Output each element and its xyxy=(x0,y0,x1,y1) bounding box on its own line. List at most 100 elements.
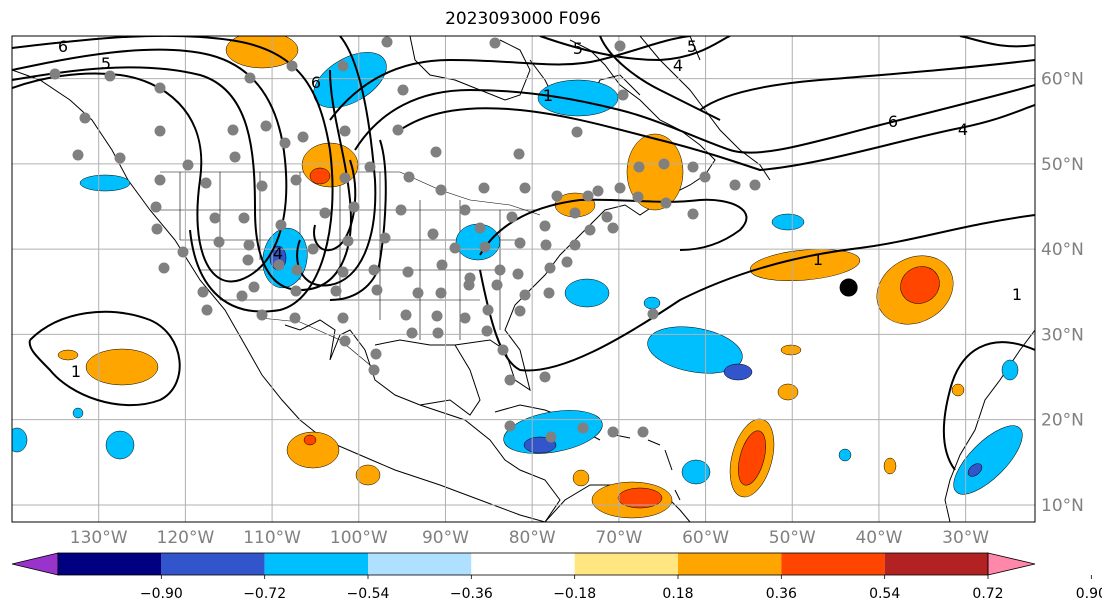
station-dot xyxy=(402,266,414,278)
station-dot xyxy=(478,182,490,194)
station-dot xyxy=(158,262,170,274)
station-dot xyxy=(154,174,166,186)
station-dot xyxy=(256,180,268,192)
anomaly-shade xyxy=(57,349,79,361)
station-dot xyxy=(197,286,209,298)
contour-label: 5 xyxy=(573,39,583,58)
colorbar-max-extend xyxy=(987,552,1036,576)
hudson-bay-coastline xyxy=(409,36,531,101)
contour-label: 4 xyxy=(673,56,683,75)
lat-label: 40°N xyxy=(1041,240,1084,260)
anomaly-shade xyxy=(309,167,331,185)
station-dots xyxy=(49,36,858,443)
station-dot xyxy=(286,60,298,72)
station-dot xyxy=(577,422,589,434)
colorbar: −0.90 −0.72 −0.54 −0.36 −0.18 0.18 0.36 0.54 0.7… xyxy=(11,552,1102,602)
station-dot xyxy=(242,254,254,266)
station-dot xyxy=(371,284,383,296)
contour-line xyxy=(959,36,1035,48)
colorbar-tick-label: −0.36 xyxy=(450,586,493,602)
anomaly-shade xyxy=(303,434,317,446)
station-dot xyxy=(614,182,626,194)
lon-label: 70°W xyxy=(595,528,642,548)
anomaly-shade xyxy=(951,383,965,397)
contour-label: 1 xyxy=(71,362,81,381)
station-dot xyxy=(337,60,349,72)
colorbar-frame xyxy=(57,552,989,576)
contour-line xyxy=(12,36,334,313)
contour-label: 6 xyxy=(311,73,321,92)
lat-label: 60°N xyxy=(1041,70,1084,90)
station-dot xyxy=(479,241,491,253)
station-dot xyxy=(494,264,506,276)
station-dot xyxy=(459,312,471,324)
station-dot xyxy=(749,179,761,191)
station-dot xyxy=(290,174,302,186)
station-dot xyxy=(348,201,360,213)
contour-label: 1 xyxy=(813,250,823,269)
station-dot xyxy=(368,364,380,376)
station-dot xyxy=(514,305,526,317)
station-dot xyxy=(687,161,699,173)
station-dot xyxy=(435,184,447,196)
station-dot xyxy=(436,259,448,271)
station-dot xyxy=(72,149,84,161)
station-dot xyxy=(607,222,619,234)
anomaly-shade xyxy=(647,326,743,374)
station-dot xyxy=(497,344,509,356)
station-dot xyxy=(370,348,382,360)
north-america-coastline xyxy=(12,39,716,522)
contour-line xyxy=(399,104,1035,172)
station-dot xyxy=(368,264,380,276)
anomaly-shading xyxy=(12,36,1023,519)
station-dot xyxy=(104,70,116,82)
station-dot xyxy=(571,126,583,138)
contour-line xyxy=(296,36,377,287)
station-dot xyxy=(633,161,645,173)
station-dot xyxy=(435,287,447,299)
colorbar-segment xyxy=(368,553,472,575)
anomaly-shade xyxy=(225,36,299,69)
station-dot xyxy=(660,197,672,209)
station-dot xyxy=(319,207,331,219)
station-dot xyxy=(201,304,213,316)
anomaly-shade xyxy=(771,213,805,231)
colorbar-tick-label: 0.36 xyxy=(766,586,797,602)
station-dot xyxy=(339,172,351,184)
anomaly-shade xyxy=(617,487,663,509)
contour-line xyxy=(699,59,1035,111)
lon-label: 120°W xyxy=(157,528,215,548)
station-dot xyxy=(339,125,351,137)
colorbar-tick-label: 0.72 xyxy=(972,586,1003,602)
station-dot xyxy=(617,89,629,101)
station-dot xyxy=(632,191,644,203)
colorbar-segment xyxy=(58,553,162,575)
station-dot xyxy=(658,158,670,170)
lon-label: 90°W xyxy=(422,528,469,548)
station-dot xyxy=(582,190,594,202)
station-dot xyxy=(699,171,711,183)
station-dot xyxy=(342,235,354,247)
colorbar-segment xyxy=(471,553,575,575)
anomaly-shade xyxy=(900,266,940,304)
lat-label: 20°N xyxy=(1041,411,1084,431)
contour-line xyxy=(12,66,352,292)
contour-line xyxy=(599,36,721,121)
station-dot xyxy=(273,259,285,271)
station-dot xyxy=(260,120,272,132)
anomaly-shade xyxy=(723,363,753,381)
station-dot xyxy=(519,182,531,194)
graticule xyxy=(12,36,1035,522)
station-dot xyxy=(307,243,319,255)
station-dot xyxy=(297,131,309,143)
station-dot xyxy=(513,148,525,160)
station-dot xyxy=(427,228,439,240)
contour-label: 5 xyxy=(101,54,111,73)
station-dot xyxy=(381,36,393,48)
station-dot xyxy=(227,124,239,136)
contour-line xyxy=(354,84,1035,154)
lon-label: 30°W xyxy=(942,528,989,548)
station-dot xyxy=(406,327,418,339)
storm-marker xyxy=(839,278,858,297)
station-dot xyxy=(514,237,526,249)
